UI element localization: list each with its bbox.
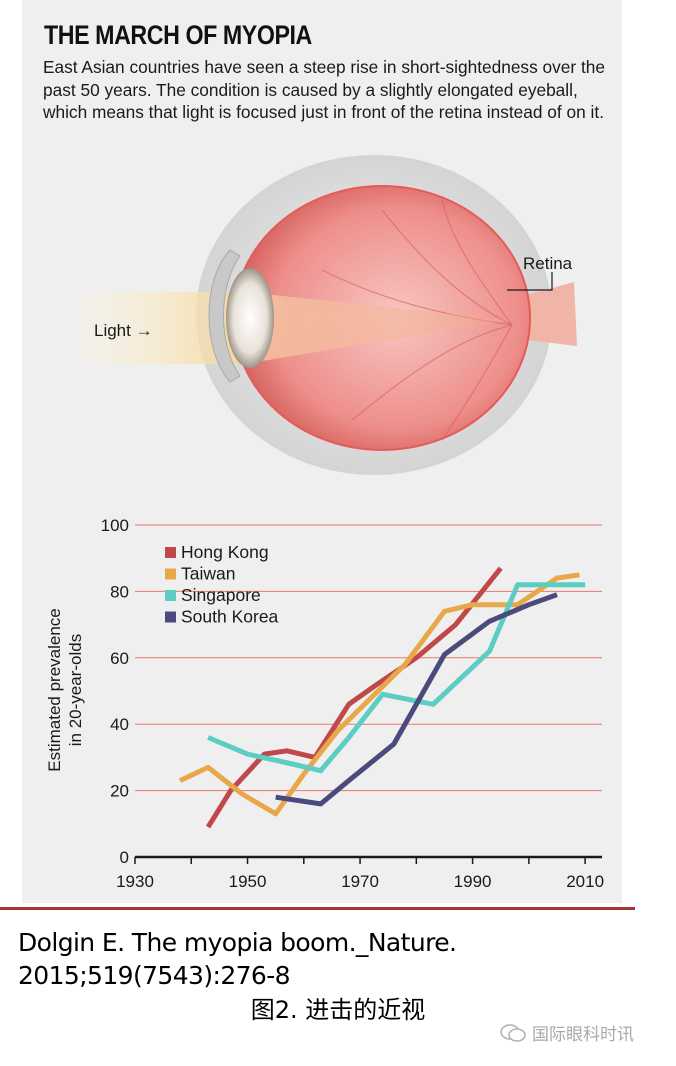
y-tick-label: 0 [120, 848, 129, 867]
x-tick-label: 1970 [341, 872, 379, 891]
citation-line-1: Dolgin E. The myopia boom._Nature. [18, 928, 457, 957]
page-title: THE MARCH OF MYOPIA [44, 20, 312, 50]
legend-swatch [165, 611, 176, 623]
y-axis-tick-labels: 0 20 40 60 80 100 [101, 516, 129, 867]
watermark: 国际眼科时讯 [500, 1020, 634, 1045]
x-tick-label: 1990 [454, 872, 492, 891]
intro-text: East Asian countries have seen a steep r… [43, 57, 605, 122]
legend-swatch [165, 590, 176, 601]
y-tick-label: 20 [110, 782, 129, 801]
x-tick-label: 1950 [229, 872, 267, 891]
y-tick-label: 100 [101, 516, 129, 535]
legend-label: Singapore [181, 585, 261, 605]
light-cone [244, 292, 510, 364]
y-axis-title: Estimated prevalence in 20-year-olds [45, 608, 85, 771]
legend-label: Hong Kong [181, 542, 269, 562]
y-axis-title-line: in 20-year-olds [66, 634, 85, 746]
y-axis-title-line: Estimated prevalence [45, 608, 64, 771]
legend-swatch [165, 547, 176, 558]
chart-series-lines [178, 566, 586, 829]
light-label: Light → [94, 321, 153, 340]
chart-gridlines [135, 524, 602, 792]
x-tick-label: 2010 [566, 872, 604, 891]
legend-swatch [165, 568, 176, 580]
x-axis: 1930 1950 1970 1990 2010 [116, 855, 604, 891]
legend-label: South Korea [181, 607, 279, 627]
divider-rule [0, 907, 635, 910]
y-tick-label: 80 [110, 582, 129, 601]
series-line-hong-kong [205, 566, 503, 829]
y-tick-label: 40 [110, 715, 129, 734]
citation: Dolgin E. The myopia boom._Nature. 2015;… [18, 926, 538, 992]
retina-label: Retina [523, 254, 573, 273]
citation-line-2: 2015;519(7543):276-8 [18, 961, 291, 990]
series-line-taiwan [178, 572, 580, 817]
optic-nerve-shape [527, 282, 577, 346]
figure-caption: 图2. 进击的近视 [250, 996, 426, 1024]
legend-label: Taiwan [181, 564, 235, 584]
retina-pointer-line [507, 272, 553, 291]
series-line-singapore [207, 582, 586, 774]
y-tick-label: 60 [110, 649, 129, 668]
watermark-text: 国际眼科时讯 [532, 1025, 634, 1045]
eye-diagram [76, 155, 577, 475]
lens-shape [226, 268, 274, 368]
wechat-icon [500, 1023, 526, 1042]
series-line-south-korea [275, 592, 558, 807]
cornea-shape [208, 249, 241, 383]
myopia-line-chart: 0 20 40 60 80 100 1930 1950 1970 1990 2010 Hong K… [45, 516, 604, 891]
x-tick-label: 1930 [116, 872, 154, 891]
